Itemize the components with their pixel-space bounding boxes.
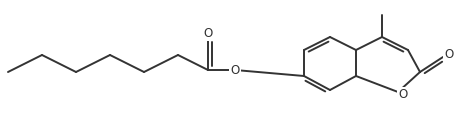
Text: O: O [398,88,407,100]
Text: O: O [231,63,240,77]
Text: O: O [444,48,454,60]
Text: O: O [231,63,240,77]
Text: O: O [203,27,213,40]
